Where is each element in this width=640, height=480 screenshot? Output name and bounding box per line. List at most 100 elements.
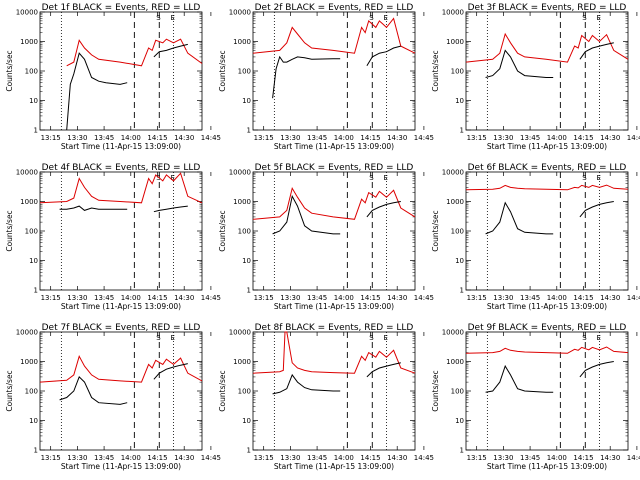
x-axis-label: Start Time (11-Apr-15 13:09:00): [61, 142, 181, 151]
marker-label: E: [597, 14, 601, 22]
x-tick-label: 13:45: [520, 134, 540, 142]
panel-det-5: Det 5f BLACK = Events, RED = LLD 1 10 100 10…: [218, 163, 434, 311]
x-axis-label: Start Time (11-Apr-15 13:09:00): [274, 142, 394, 151]
x-tick-label: 13:15: [467, 294, 487, 302]
series-line-lld: [252, 186, 416, 220]
x-tick-label: 13:45: [94, 454, 114, 462]
x-tick-label: 14:00: [547, 294, 567, 302]
y-axis-label: Counts/sec: [431, 370, 440, 411]
y-tick-label: 1000: [233, 38, 251, 46]
marker-label: E: [384, 14, 388, 22]
x-tick-label: 14:15: [573, 134, 593, 142]
x-tick-label: 14:00: [334, 294, 354, 302]
panel-det-6: Det 6f BLACK = Events, RED = LLD 1 10 100 10…: [431, 163, 640, 311]
x-tick-label: 13:30: [67, 294, 87, 302]
y-tick-label: 10: [242, 417, 251, 425]
y-tick-label: 10: [29, 417, 38, 425]
y-tick-label: 100: [238, 228, 251, 236]
x-tick-label: 13:30: [280, 294, 300, 302]
x-axis-label: Start Time (11-Apr-15 13:09:00): [61, 302, 181, 311]
x-tick-label: 13:45: [94, 294, 114, 302]
y-tick-label: 100: [238, 68, 251, 76]
x-tick-label: 14:00: [334, 454, 354, 462]
panel-det-2: Det 2f BLACK = Events, RED = LLD 1 10 100 10…: [218, 3, 434, 151]
x-tick-label: 14:45: [627, 294, 640, 302]
marker-label: E: [384, 174, 388, 182]
x-tick-label: 14:30: [600, 134, 620, 142]
series-line-events: [272, 194, 341, 235]
panel-title: Det 9f BLACK = Events, RED = LLD: [468, 323, 627, 333]
y-axis-label: Counts/sec: [5, 370, 14, 411]
x-tick-label: 14:15: [360, 294, 380, 302]
series-line-events: [153, 43, 188, 58]
series-line-lld: [465, 184, 629, 191]
x-tick-label: 14:30: [387, 454, 407, 462]
x-tick-label: 14:30: [174, 294, 194, 302]
y-tick-label: 100: [25, 68, 38, 76]
series-line-lld: [39, 172, 203, 204]
x-tick-label: 14:45: [627, 134, 640, 142]
series-line-events: [485, 49, 554, 78]
x-tick-label: 14:00: [547, 134, 567, 142]
y-tick-label: 10000: [442, 329, 464, 337]
x-tick-label: 13:45: [94, 134, 114, 142]
y-tick-label: 10000: [229, 9, 251, 17]
x-tick-label: 14:15: [360, 454, 380, 462]
y-tick-label: 10: [455, 417, 464, 425]
y-tick-label: 10000: [229, 169, 251, 177]
x-tick-label: 14:30: [600, 454, 620, 462]
x-tick-label: 14:30: [387, 134, 407, 142]
x-tick-label: 14:45: [414, 134, 434, 142]
marker-label: E: [171, 174, 175, 182]
plot-frame: [39, 171, 203, 291]
y-tick-label: 1000: [20, 198, 38, 206]
x-axis-label: Start Time (11-Apr-15 13:09:00): [487, 302, 607, 311]
marker-label: S: [369, 14, 374, 22]
marker-label: S: [582, 334, 587, 342]
x-tick-label: 14:15: [360, 134, 380, 142]
y-tick-label: 1: [34, 127, 38, 135]
marker-label: E: [597, 174, 601, 182]
series-line-events: [579, 42, 614, 60]
x-tick-label: 14:00: [121, 454, 141, 462]
plot-frame: [465, 11, 629, 131]
series-line-events: [485, 364, 554, 393]
y-tick-label: 10: [455, 97, 464, 105]
x-tick-label: 13:15: [467, 134, 487, 142]
y-tick-label: 10000: [229, 329, 251, 337]
y-tick-label: 10: [29, 97, 38, 105]
x-tick-label: 13:45: [307, 294, 327, 302]
panel-det-8: Det 8f BLACK = Events, RED = LLD 1 10 100 10…: [218, 323, 434, 471]
x-tick-label: 13:30: [280, 454, 300, 462]
y-axis-label: Counts/sec: [218, 50, 227, 91]
marker-label: E: [597, 334, 601, 342]
y-tick-label: 100: [451, 228, 464, 236]
series-line-events: [579, 361, 614, 378]
y-tick-label: 100: [238, 388, 251, 396]
y-tick-label: 1000: [446, 358, 464, 366]
series-line-events: [485, 201, 554, 235]
y-axis-label: Counts/sec: [218, 210, 227, 251]
series-line-lld: [465, 32, 629, 63]
x-tick-label: 13:15: [254, 454, 274, 462]
y-tick-label: 10000: [442, 169, 464, 177]
x-tick-label: 14:15: [573, 454, 593, 462]
y-tick-label: 10: [242, 97, 251, 105]
x-tick-label: 13:45: [520, 294, 540, 302]
x-tick-label: 13:30: [67, 134, 87, 142]
x-tick-label: 13:15: [467, 454, 487, 462]
plot-frame: [252, 171, 416, 291]
y-tick-label: 1000: [233, 198, 251, 206]
x-tick-label: 13:30: [493, 134, 513, 142]
x-tick-label: 14:15: [147, 454, 167, 462]
y-tick-label: 100: [25, 388, 38, 396]
x-tick-label: 14:15: [573, 294, 593, 302]
marker-label: S: [582, 14, 587, 22]
series-line-lld: [252, 331, 416, 374]
plot-frame: [39, 331, 203, 451]
y-tick-label: 1: [34, 287, 38, 295]
panel-det-1: Det 1f BLACK = Events, RED = LLD 1 10 100 10…: [5, 3, 221, 151]
x-tick-label: 14:00: [547, 454, 567, 462]
panel-title: Det 1f BLACK = Events, RED = LLD: [42, 3, 201, 13]
marker-label: S: [369, 334, 374, 342]
